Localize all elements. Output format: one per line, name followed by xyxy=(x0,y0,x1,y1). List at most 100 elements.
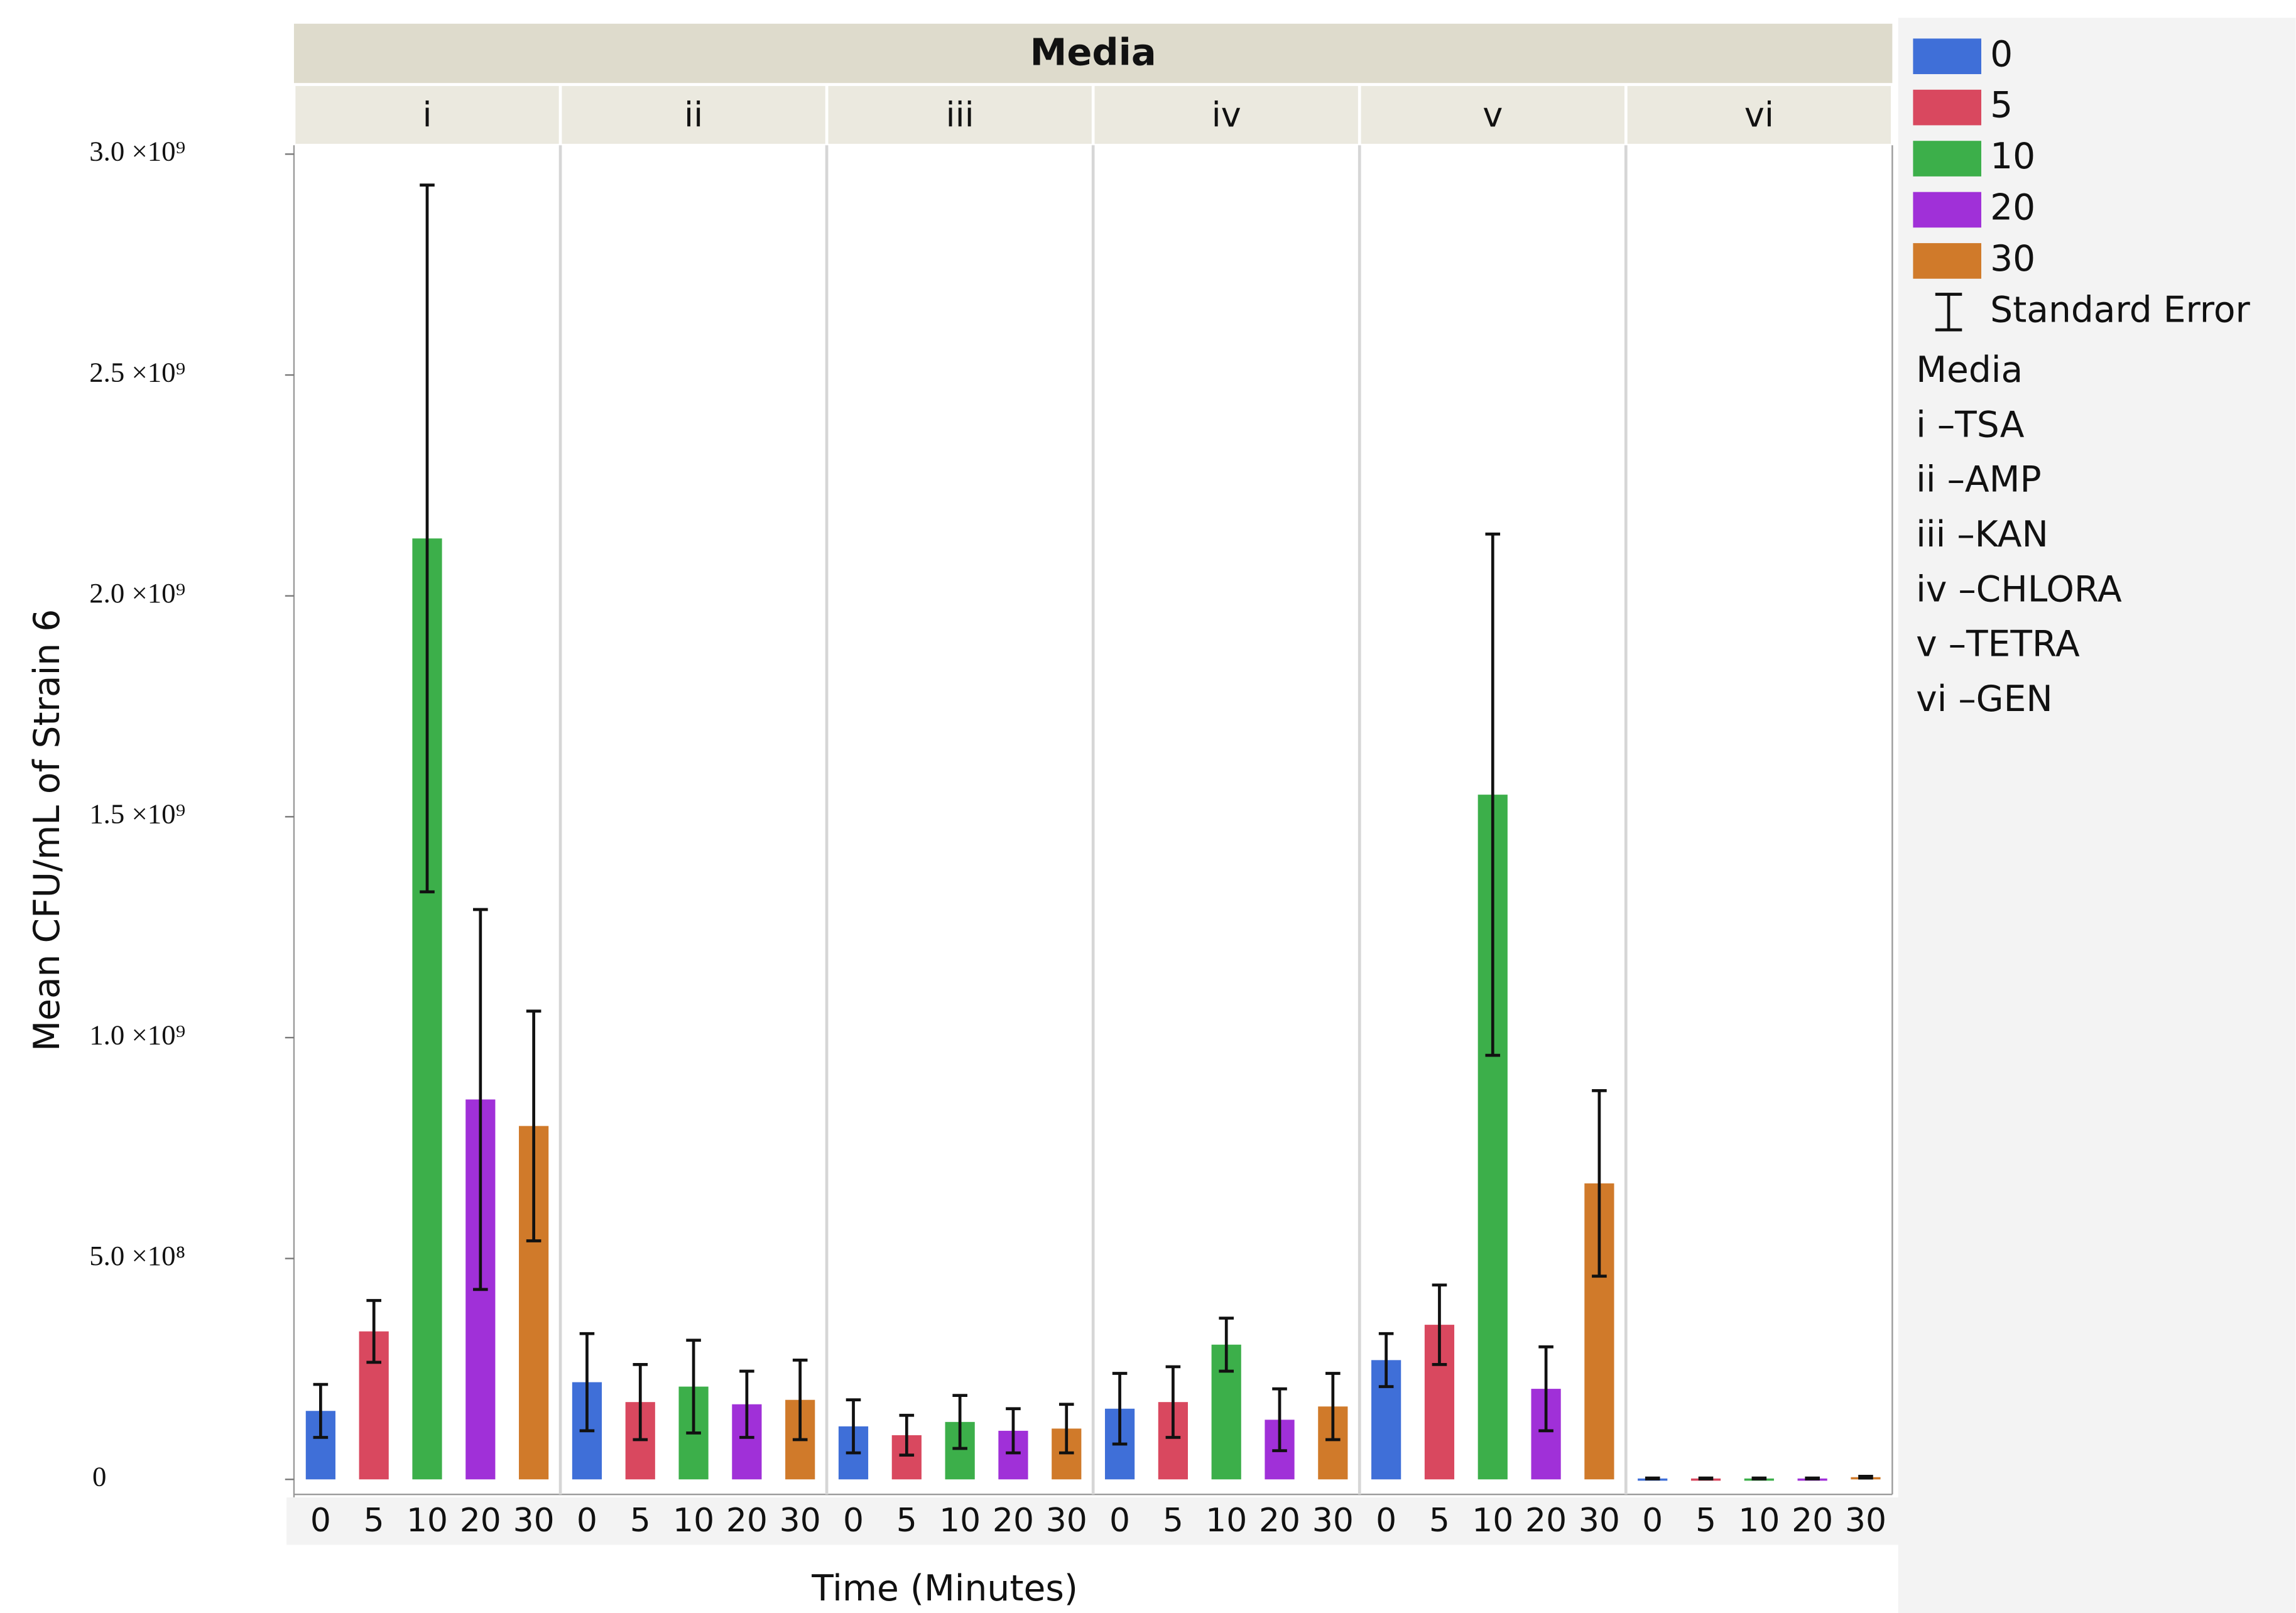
x-tick-label: 30 xyxy=(1312,1502,1354,1540)
legend-note: i –TSA xyxy=(1916,404,2025,445)
legend-note: Media xyxy=(1916,349,2023,391)
legend-swatch xyxy=(1913,89,1981,126)
legend-error-label: Standard Error xyxy=(1990,289,2250,330)
x-tick-label: 0 xyxy=(577,1502,597,1540)
error-bar xyxy=(1272,1387,1287,1452)
facet-label: v xyxy=(1483,95,1503,135)
error-bar xyxy=(1006,1407,1021,1455)
facet-strip xyxy=(562,85,825,144)
facet-strip xyxy=(1627,85,1891,144)
error-bar xyxy=(846,1398,861,1455)
x-axis-title: Time (Minutes) xyxy=(811,1568,1078,1609)
x-tick-label: 30 xyxy=(780,1502,821,1540)
error-bar xyxy=(1751,1476,1767,1480)
y-tick-label: 3.0 ×10⁹ xyxy=(89,136,185,167)
error-bar xyxy=(899,1413,915,1457)
legend-note: vi –GEN xyxy=(1916,678,2053,720)
y-tick-label: 2.5 ×10⁹ xyxy=(89,356,185,388)
x-tick-label: 5 xyxy=(1429,1502,1450,1540)
legend-background xyxy=(1898,18,2296,1613)
y-axis-title: Mean CFU/mL of Strain 6 xyxy=(26,609,68,1051)
error-bar xyxy=(792,1359,808,1442)
error-bar xyxy=(1645,1476,1660,1480)
x-tick-label: 5 xyxy=(896,1502,917,1540)
x-tick-label: 10 xyxy=(1205,1502,1247,1540)
facet-label: ii xyxy=(684,95,703,135)
x-tick-label: 5 xyxy=(364,1502,384,1540)
y-tick-label: 0 xyxy=(92,1461,106,1492)
x-tick-label: 10 xyxy=(1472,1502,1513,1540)
facet-label: iv xyxy=(1212,95,1241,135)
x-tick-label: 20 xyxy=(993,1502,1034,1540)
error-bar xyxy=(952,1394,967,1450)
facet-label: iii xyxy=(946,95,974,135)
facet-strip xyxy=(1094,85,1358,144)
legend-swatch xyxy=(1913,192,1981,228)
x-tick-label: 0 xyxy=(1642,1502,1663,1540)
x-tick-label: 0 xyxy=(1376,1502,1396,1540)
x-tick-label: 30 xyxy=(1845,1502,1886,1540)
x-tick-label: 10 xyxy=(1738,1502,1780,1540)
facet-strip xyxy=(295,85,559,144)
x-tick-label: 30 xyxy=(513,1502,555,1540)
y-tick-label: 1.0 ×10⁹ xyxy=(89,1019,185,1050)
x-axis-band xyxy=(286,1497,2236,1545)
error-bar xyxy=(739,1369,754,1439)
facet-title: Media xyxy=(1030,30,1156,73)
facet-label: i xyxy=(422,95,432,135)
error-bar xyxy=(420,183,435,894)
x-tick-label: 0 xyxy=(1109,1502,1130,1540)
error-bar xyxy=(1058,1403,1074,1455)
x-tick-label: 10 xyxy=(673,1502,714,1540)
error-bar xyxy=(1698,1476,1714,1480)
error-bar xyxy=(633,1363,648,1442)
legend-label: 30 xyxy=(1990,238,2035,280)
error-bar xyxy=(1165,1365,1181,1439)
facet-strip xyxy=(1361,85,1624,144)
error-bar xyxy=(1592,1089,1607,1278)
x-tick-label: 20 xyxy=(1792,1502,1833,1540)
y-tick-label: 5.0 ×10⁸ xyxy=(89,1240,185,1271)
error-bar xyxy=(526,1009,541,1242)
x-tick-label: 30 xyxy=(1579,1502,1620,1540)
legend-label: 20 xyxy=(1990,187,2035,229)
x-tick-label: 10 xyxy=(939,1502,981,1540)
legend-label: 5 xyxy=(1990,85,2013,126)
legend-error-icon xyxy=(1935,293,1962,332)
x-tick-label: 20 xyxy=(1259,1502,1300,1540)
error-bar xyxy=(1485,532,1501,1057)
legend-label: 0 xyxy=(1990,33,2013,75)
error-bar xyxy=(1219,1317,1234,1373)
x-tick-label: 20 xyxy=(726,1502,768,1540)
error-bar xyxy=(579,1332,595,1433)
error-bar xyxy=(1805,1476,1820,1480)
y-tick-label: 1.5 ×10⁹ xyxy=(89,798,185,830)
x-tick-label: 5 xyxy=(1695,1502,1716,1540)
error-bar xyxy=(1325,1372,1341,1442)
facet-strip xyxy=(828,85,1092,144)
error-bar xyxy=(1112,1372,1128,1446)
legend-note: iii –KAN xyxy=(1916,514,2048,555)
error-bar xyxy=(1432,1283,1447,1366)
error-bar xyxy=(1378,1332,1394,1388)
y-tick-label: 2.0 ×10⁹ xyxy=(89,577,185,609)
error-bar xyxy=(1858,1474,1873,1480)
x-tick-label: 5 xyxy=(630,1502,651,1540)
legend-note: ii –AMP xyxy=(1916,459,2042,501)
facet-header xyxy=(293,23,1893,84)
x-tick-label: 10 xyxy=(406,1502,448,1540)
x-tick-label: 20 xyxy=(460,1502,501,1540)
x-tick-label: 0 xyxy=(310,1502,331,1540)
legend-swatch xyxy=(1913,38,1981,75)
legend-label: 10 xyxy=(1990,136,2035,177)
error-bar xyxy=(366,1299,381,1364)
legend-note: iv –CHLORA xyxy=(1916,568,2122,610)
legend-note: v –TETRA xyxy=(1916,624,2080,665)
x-tick-label: 30 xyxy=(1046,1502,1087,1540)
legend-swatch xyxy=(1913,141,1981,177)
error-bar xyxy=(473,908,488,1291)
x-tick-label: 0 xyxy=(843,1502,864,1540)
facet-label: vi xyxy=(1744,95,1774,135)
